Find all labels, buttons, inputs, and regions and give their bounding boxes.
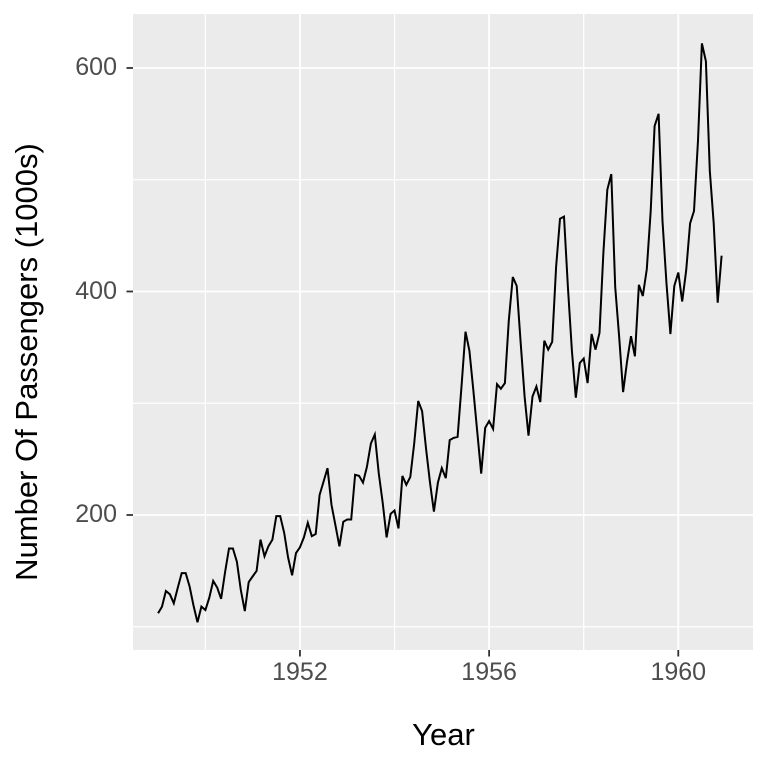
x-axis-title: Year — [412, 717, 475, 752]
y-axis-tick-label: 200 — [75, 500, 117, 529]
y-axis-tick-label: 600 — [75, 53, 117, 82]
x-axis-tick-label: 1952 — [272, 658, 328, 686]
x-axis-tick-label: 1960 — [650, 658, 707, 686]
x-axis-tick-label: 1956 — [461, 658, 517, 686]
plot-panel-background — [133, 14, 753, 650]
data-line-airpassengers — [157, 43, 723, 623]
y-axis-tick-label: 400 — [75, 276, 117, 305]
